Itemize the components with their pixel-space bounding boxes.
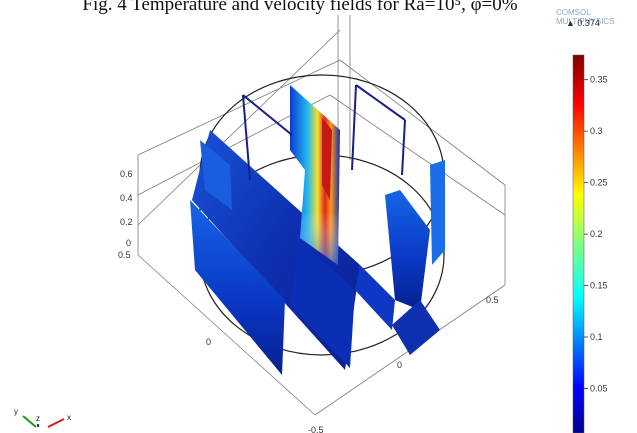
slice-frames xyxy=(242,84,406,181)
x-tick-label: 0.5 xyxy=(486,295,499,305)
x-tick-label: 0 xyxy=(397,360,402,370)
colorbar-tick-label: 0.25 xyxy=(590,178,608,188)
figure-caption: Fig. 4 Temperature and velocity fields f… xyxy=(82,0,518,15)
axis-ticks: 0.6 0.4 0.2 0 0.5 0 -0.5 0 0.5 xyxy=(118,169,499,433)
slice-sheet xyxy=(190,200,285,375)
slice-sheet xyxy=(430,160,445,265)
y-tick-label: -0.5 xyxy=(308,425,324,433)
colorbar-tick-label: 0.15 xyxy=(590,281,608,291)
triad-z-label: z xyxy=(36,414,40,423)
triad-x-label: x xyxy=(67,413,71,422)
colorbar-tick-label: 0.1 xyxy=(590,332,603,342)
slice-sheet xyxy=(385,190,430,310)
slice-sheet xyxy=(392,300,440,355)
y-tick-label: 0 xyxy=(206,337,211,347)
slice-sheet xyxy=(355,265,395,330)
colorbar-gradient xyxy=(572,54,585,433)
z-tick-label: 0.6 xyxy=(120,169,133,179)
colorbar-ticks: 0.05 0.1 0.15 0.2 0.25 0.3 0.35 xyxy=(584,75,608,393)
colorbar-tick-label: 0.3 xyxy=(590,126,603,136)
slice-sheet xyxy=(200,140,232,210)
axis-triad: y z x xyxy=(14,407,71,428)
colorbar-tick-label: 0.35 xyxy=(590,75,608,85)
hot-plume xyxy=(290,85,340,265)
z-tick-label: 0.2 xyxy=(120,217,133,227)
slice-sheet xyxy=(290,240,355,368)
slice-sheets xyxy=(190,130,445,375)
z-tick-label: 0 xyxy=(126,238,131,248)
colorbar-tick-label: 0.2 xyxy=(590,229,603,239)
triad-y-label: y xyxy=(14,407,18,416)
y-tick-label: 0.5 xyxy=(118,250,131,260)
z-tick-label: 0.4 xyxy=(120,193,133,203)
colorbar-max-label: ▲ 0.374 xyxy=(566,18,600,28)
comsol-watermark: COMSOL MULTIPHYSICS xyxy=(556,8,615,26)
colorbar-tick-label: 0.05 xyxy=(590,383,608,393)
